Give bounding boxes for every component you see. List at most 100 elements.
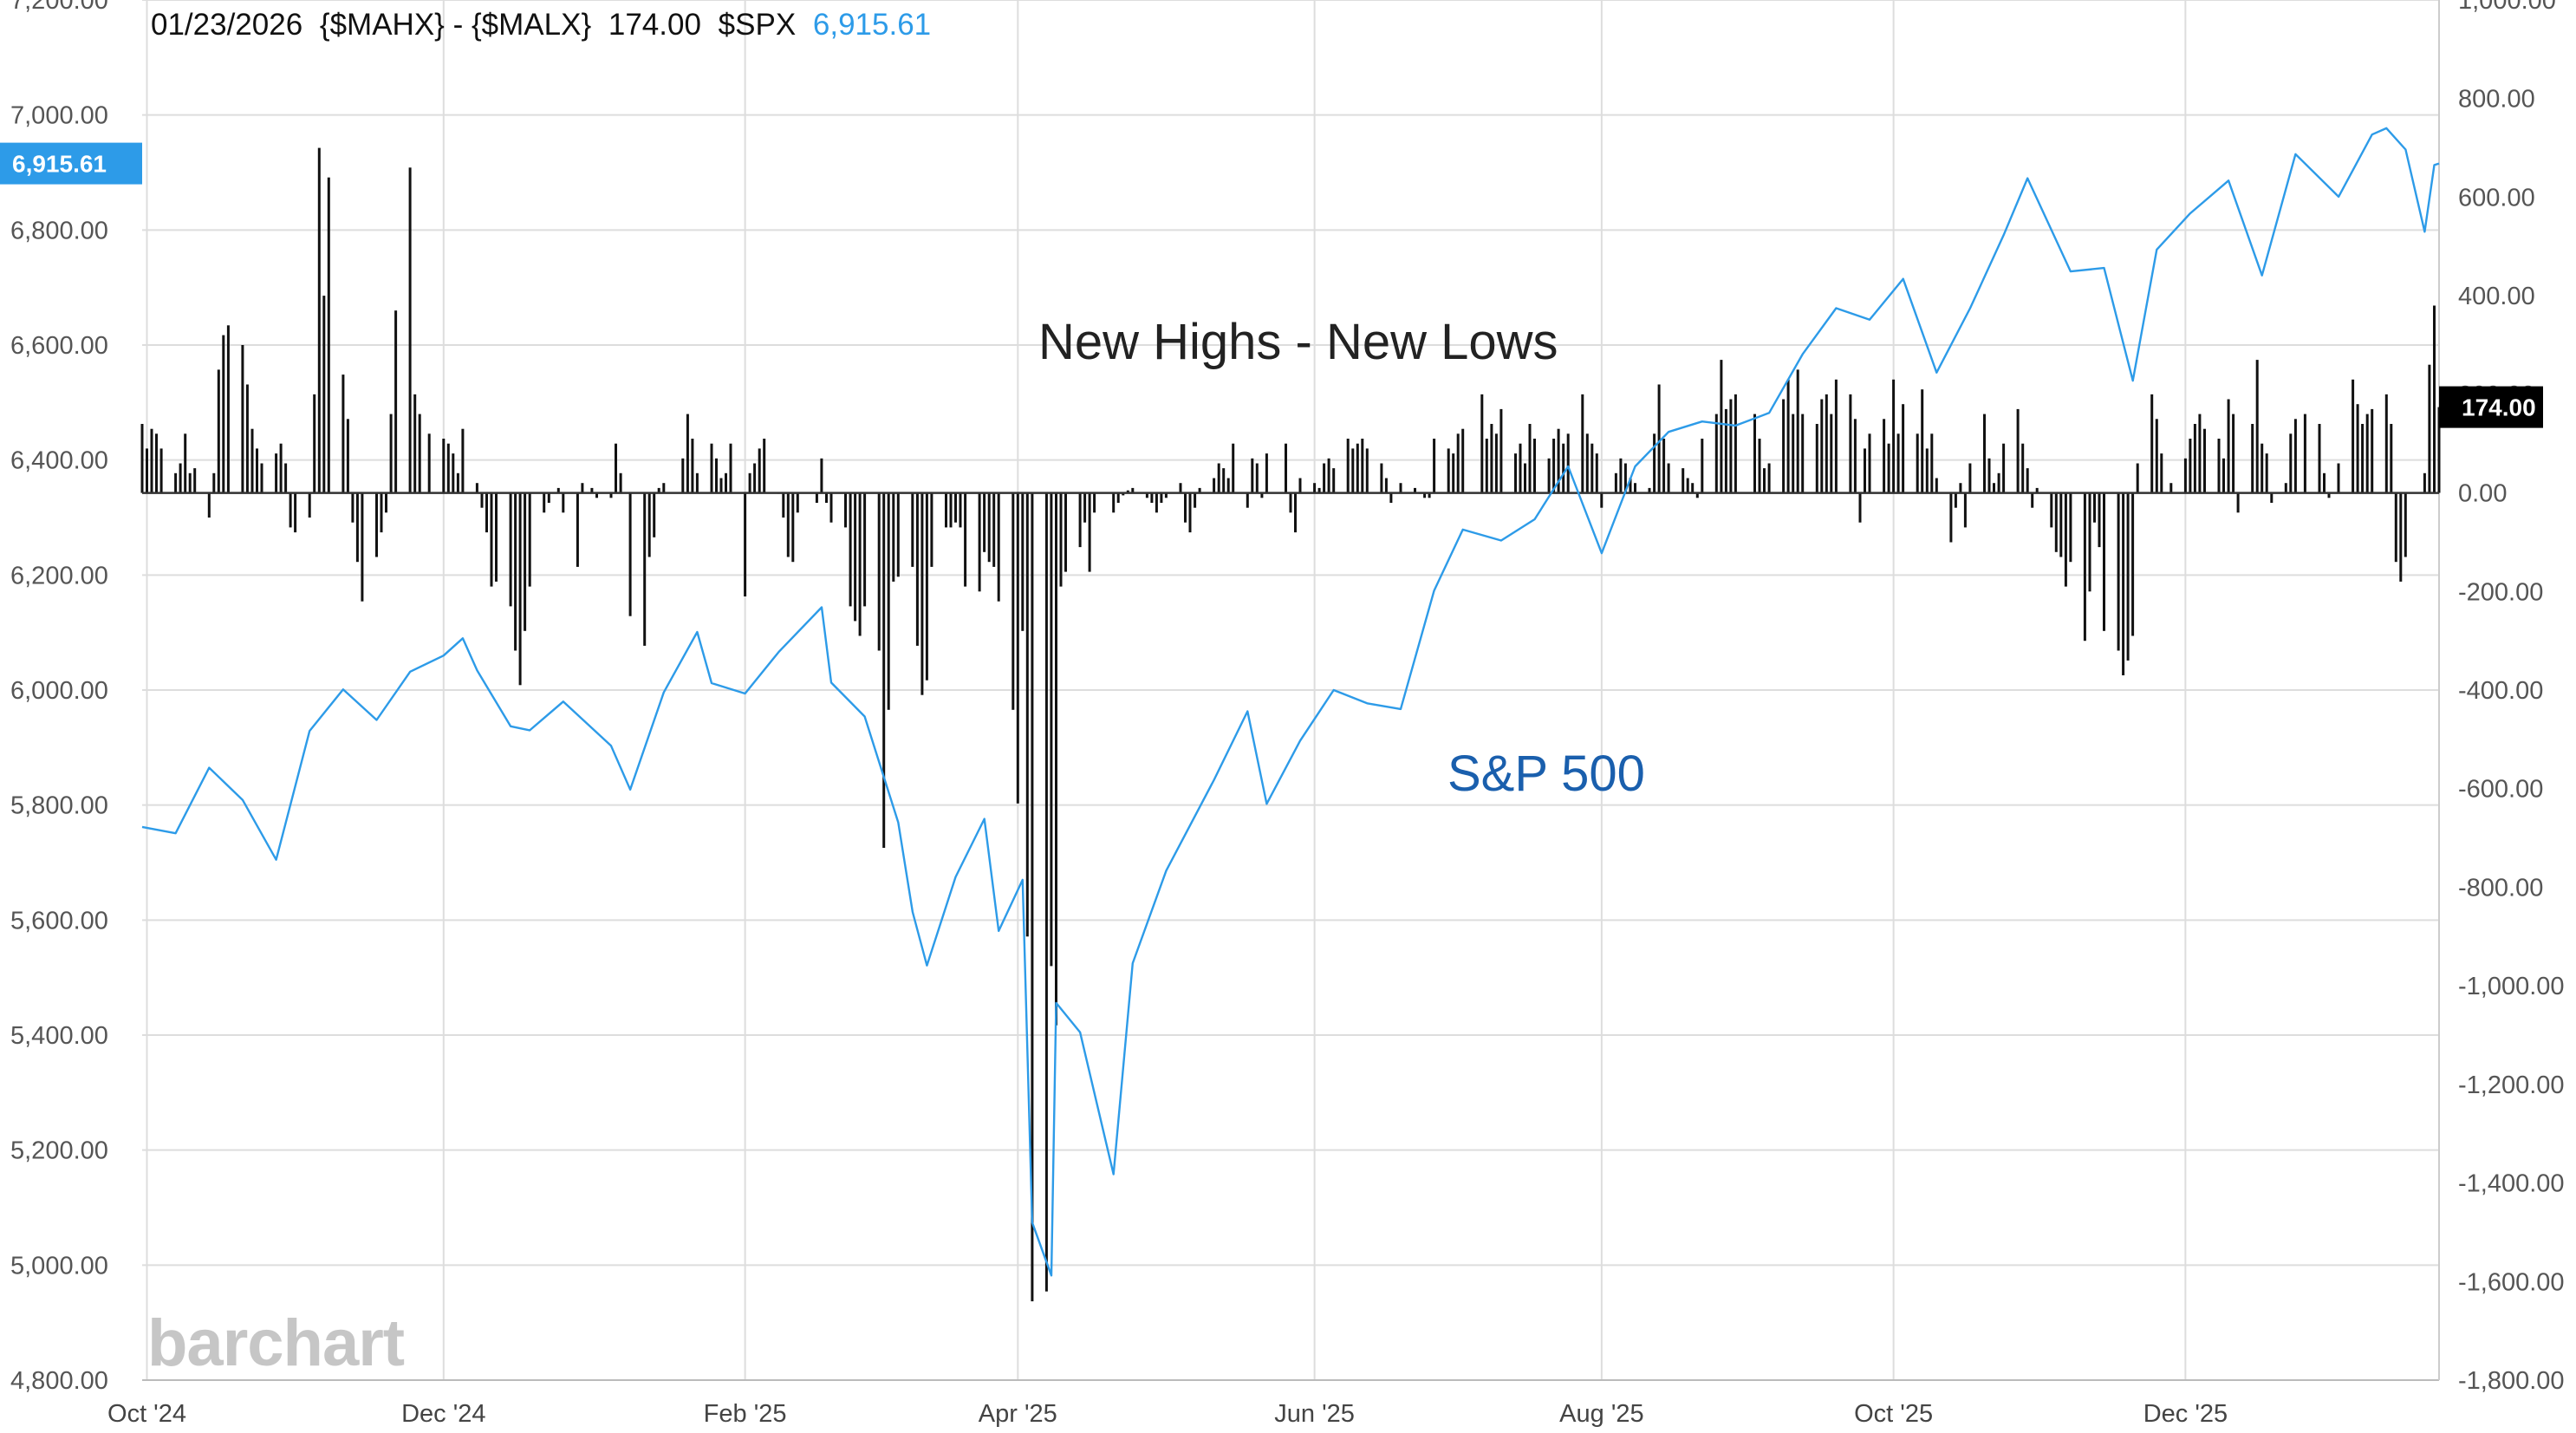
nh-nl-bar — [1614, 472, 1617, 493]
nh-nl-bar — [2021, 443, 2025, 493]
nh-nl-bar — [2160, 453, 2163, 493]
nh-nl-bar — [1519, 443, 1522, 493]
nh-nl-bar — [1447, 448, 1450, 493]
right-last-value-badge: 174.00 — [2439, 386, 2543, 428]
nh-nl-bar — [1949, 492, 1953, 543]
nh-nl-bar — [2356, 404, 2359, 493]
right-last-value: 174.00 — [2462, 394, 2536, 421]
nh-nl-bar — [647, 492, 651, 557]
nh-nl-bar — [2303, 414, 2306, 493]
right-tick-label: -1,400.00 — [2458, 1170, 2565, 1198]
nh-nl-bar — [1714, 414, 1718, 493]
nh-nl-bar — [1796, 369, 1799, 493]
nh-nl-bar — [140, 424, 144, 493]
nh-nl-bar — [2050, 492, 2053, 528]
nh-nl-bar — [1088, 492, 1091, 572]
nh-nl-bar — [1792, 414, 1795, 493]
nh-nl-bar — [1399, 483, 1402, 493]
nh-nl-bar — [1858, 492, 1862, 523]
nh-nl-bar — [327, 177, 330, 493]
nh-nl-bar — [150, 428, 153, 493]
right-axis: 1,000.00800.00600.00400.00200.000.00-200… — [2458, 0, 2565, 1395]
nh-nl-bar — [1356, 443, 1359, 493]
nh-nl-bar — [2390, 424, 2393, 493]
nh-nl-bar — [260, 463, 263, 493]
nh-nl-bar — [2399, 492, 2403, 582]
nh-nl-bar — [1815, 424, 1818, 493]
nh-nl-bar — [657, 487, 660, 493]
nh-nl-bar — [691, 439, 694, 493]
left-tick-label: 6,400.00 — [10, 447, 108, 475]
x-tick-label: Feb '25 — [704, 1400, 787, 1428]
nh-nl-bar — [1701, 439, 1704, 493]
nh-nl-bar — [543, 492, 546, 513]
nh-nl-bar — [2117, 492, 2120, 651]
nh-nl-bar — [1830, 414, 1833, 493]
nh-nl-bar — [1351, 448, 1355, 493]
nh-nl-bar — [925, 492, 928, 681]
nh-nl-bar — [954, 492, 957, 523]
nh-nl-bar — [1849, 394, 1852, 493]
nh-nl-bar — [796, 492, 799, 513]
nh-nl-bar — [322, 296, 326, 493]
nh-nl-bar — [844, 492, 847, 528]
nh-nl-bar — [887, 492, 890, 710]
nh-nl-bar — [2433, 305, 2436, 493]
nh-nl-bar — [581, 483, 584, 493]
nh-nl-bar — [758, 448, 761, 493]
nh-nl-bar — [480, 492, 484, 508]
nh-nl-bar — [2136, 463, 2139, 493]
nh-nl-bar — [2031, 492, 2034, 508]
header-date: 01/23/2026 — [151, 8, 302, 42]
nh-nl-bar — [1083, 492, 1087, 523]
nh-nl-bar — [1557, 428, 1560, 493]
nh-nl-bar — [2394, 492, 2397, 563]
nh-nl-bar — [2002, 443, 2006, 493]
nh-nl-bar — [1380, 463, 1383, 493]
nh-nl-bar — [528, 492, 531, 587]
nh-nl-bar — [518, 492, 522, 686]
nh-nl-bar — [2365, 414, 2369, 493]
nh-nl-bar — [2098, 492, 2101, 548]
nh-nl-bar — [1825, 394, 1828, 493]
nh-nl-bar — [729, 443, 732, 493]
left-tick-label: 4,800.00 — [10, 1367, 108, 1395]
nh-nl-bar — [1246, 492, 1249, 508]
x-tick-label: Oct '24 — [107, 1400, 186, 1428]
left-tick-label: 5,600.00 — [10, 907, 108, 935]
left-tick-label: 5,000.00 — [10, 1252, 108, 1280]
header-symbol: $SPX — [719, 8, 797, 42]
nh-nl-bar — [1255, 463, 1259, 493]
header-expression: {$MAHX} - {$MALX} — [320, 8, 592, 42]
nh-nl-bar — [1902, 404, 1905, 493]
nh-nl-bar — [2069, 492, 2072, 563]
nh-nl-bar — [753, 463, 757, 493]
nh-nl-bar — [615, 443, 617, 493]
nh-nl-bar — [1667, 463, 1670, 493]
nh-nl-bar — [1662, 439, 1666, 493]
nh-nl-bar — [643, 492, 647, 646]
nh-nl-bar — [2217, 439, 2221, 493]
spx-line — [141, 127, 2440, 1277]
nh-nl-bar — [2198, 414, 2202, 493]
nh-nl-bar — [695, 472, 699, 493]
nh-nl-bar — [342, 375, 345, 493]
nh-nl-bar — [858, 492, 862, 636]
nh-nl-bar — [2155, 419, 2158, 493]
nh-nl-bar — [1767, 463, 1771, 493]
nh-nl-bar — [547, 492, 550, 503]
nh-nl-bar — [1533, 439, 1536, 493]
nh-nl-bar — [2054, 492, 2058, 552]
left-tick-label: 6,000.00 — [10, 677, 108, 705]
header-symbol-value: 6,915.61 — [813, 8, 931, 42]
right-tick-label: -400.00 — [2458, 677, 2543, 705]
nh-nl-bar — [146, 448, 148, 493]
nh-nl-bar — [1285, 443, 1287, 493]
nh-nl-bar — [983, 492, 986, 552]
nh-nl-bar — [1217, 463, 1220, 493]
nh-nl-bar — [495, 492, 498, 582]
nh-nl-bar — [1145, 492, 1148, 498]
nh-nl-bar — [1925, 448, 1929, 493]
nh-nl-bar — [595, 492, 598, 498]
